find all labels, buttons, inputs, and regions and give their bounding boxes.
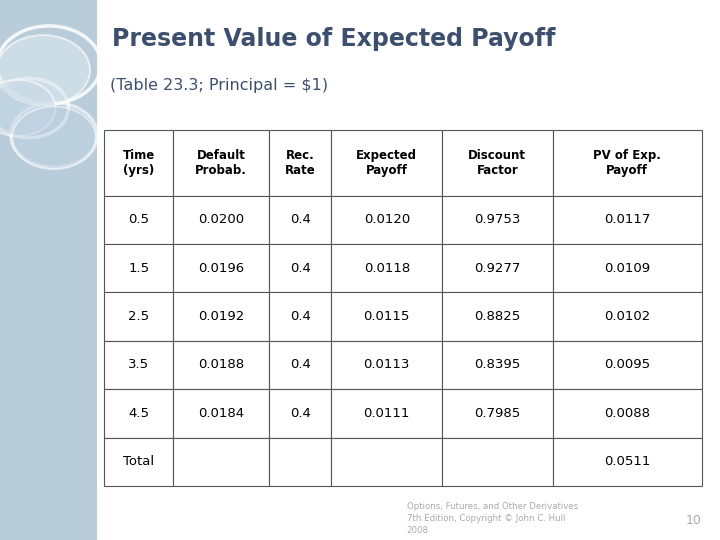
Bar: [104, 130, 173, 195]
Bar: [173, 389, 269, 437]
Bar: [553, 437, 702, 486]
Bar: [269, 244, 331, 292]
Bar: [331, 195, 442, 244]
Bar: [104, 437, 173, 486]
Bar: [442, 389, 552, 437]
Bar: [104, 244, 173, 292]
Text: 0.0196: 0.0196: [198, 262, 244, 275]
Text: 3.5: 3.5: [128, 359, 149, 372]
Text: 0.4: 0.4: [289, 262, 310, 275]
Bar: [331, 341, 442, 389]
Text: Discount
Factor: Discount Factor: [468, 148, 526, 177]
Text: 0.7985: 0.7985: [474, 407, 521, 420]
Text: 0.0111: 0.0111: [364, 407, 410, 420]
Text: 0.4: 0.4: [289, 310, 310, 323]
Text: 1.5: 1.5: [128, 262, 149, 275]
Bar: [269, 389, 331, 437]
Text: 0.4: 0.4: [289, 213, 310, 226]
Bar: [331, 292, 442, 341]
Text: Present Value of Expected Payoff: Present Value of Expected Payoff: [112, 27, 555, 51]
Bar: [269, 341, 331, 389]
Bar: [173, 437, 269, 486]
Text: 0.4: 0.4: [289, 407, 310, 420]
Text: 0.0184: 0.0184: [198, 407, 244, 420]
Text: (Table 23.3; Principal = $1): (Table 23.3; Principal = $1): [110, 78, 328, 93]
Bar: [173, 292, 269, 341]
Bar: [553, 341, 702, 389]
Bar: [553, 389, 702, 437]
Bar: [173, 130, 269, 195]
Text: 0.0109: 0.0109: [604, 262, 650, 275]
Bar: [331, 244, 442, 292]
Text: 0.9753: 0.9753: [474, 213, 521, 226]
Text: 0.0192: 0.0192: [198, 310, 244, 323]
Bar: [442, 437, 552, 486]
Bar: [553, 130, 702, 195]
Bar: [104, 195, 173, 244]
Text: 0.8395: 0.8395: [474, 359, 521, 372]
Text: 0.9277: 0.9277: [474, 262, 521, 275]
Text: Total: Total: [123, 455, 154, 468]
Bar: [331, 437, 442, 486]
Text: 0.0113: 0.0113: [364, 359, 410, 372]
Bar: [0, 0, 97, 540]
Bar: [269, 292, 331, 341]
Bar: [442, 292, 552, 341]
Bar: [104, 341, 173, 389]
Bar: [442, 195, 552, 244]
Text: Default
Probab.: Default Probab.: [195, 148, 247, 177]
Bar: [553, 195, 702, 244]
Bar: [104, 292, 173, 341]
Bar: [104, 389, 173, 437]
Text: 0.0088: 0.0088: [604, 407, 650, 420]
Bar: [442, 244, 552, 292]
Text: 0.0115: 0.0115: [364, 310, 410, 323]
Bar: [331, 130, 442, 195]
Text: Rec.
Rate: Rec. Rate: [284, 148, 315, 177]
Bar: [553, 292, 702, 341]
Bar: [553, 244, 702, 292]
Text: 2.5: 2.5: [128, 310, 149, 323]
Text: 0.0117: 0.0117: [604, 213, 650, 226]
Bar: [269, 130, 331, 195]
Bar: [442, 341, 552, 389]
Bar: [173, 195, 269, 244]
Text: 0.5: 0.5: [128, 213, 149, 226]
Text: Time
(yrs): Time (yrs): [122, 148, 155, 177]
Text: 0.4: 0.4: [289, 359, 310, 372]
Bar: [173, 244, 269, 292]
Bar: [331, 389, 442, 437]
Text: 0.8825: 0.8825: [474, 310, 521, 323]
Text: 4.5: 4.5: [128, 407, 149, 420]
Text: 0.0102: 0.0102: [604, 310, 650, 323]
Bar: [269, 195, 331, 244]
Text: Options, Futures, and Other Derivatives
7th Edition, Copyright © John C. Hull
20: Options, Futures, and Other Derivatives …: [407, 502, 578, 535]
Text: 0.0118: 0.0118: [364, 262, 410, 275]
Text: 0.0120: 0.0120: [364, 213, 410, 226]
Bar: [173, 341, 269, 389]
Circle shape: [0, 80, 55, 136]
Circle shape: [12, 106, 96, 169]
Text: 0.0188: 0.0188: [198, 359, 244, 372]
Text: Expected
Payoff: Expected Payoff: [356, 148, 418, 177]
Text: 0.0511: 0.0511: [604, 455, 650, 468]
Bar: [269, 437, 331, 486]
Text: 0.0095: 0.0095: [604, 359, 650, 372]
Circle shape: [0, 35, 90, 105]
Text: 10: 10: [686, 514, 702, 526]
Text: 0.0200: 0.0200: [198, 213, 244, 226]
Text: PV of Exp.
Payoff: PV of Exp. Payoff: [593, 148, 661, 177]
Bar: [442, 130, 552, 195]
